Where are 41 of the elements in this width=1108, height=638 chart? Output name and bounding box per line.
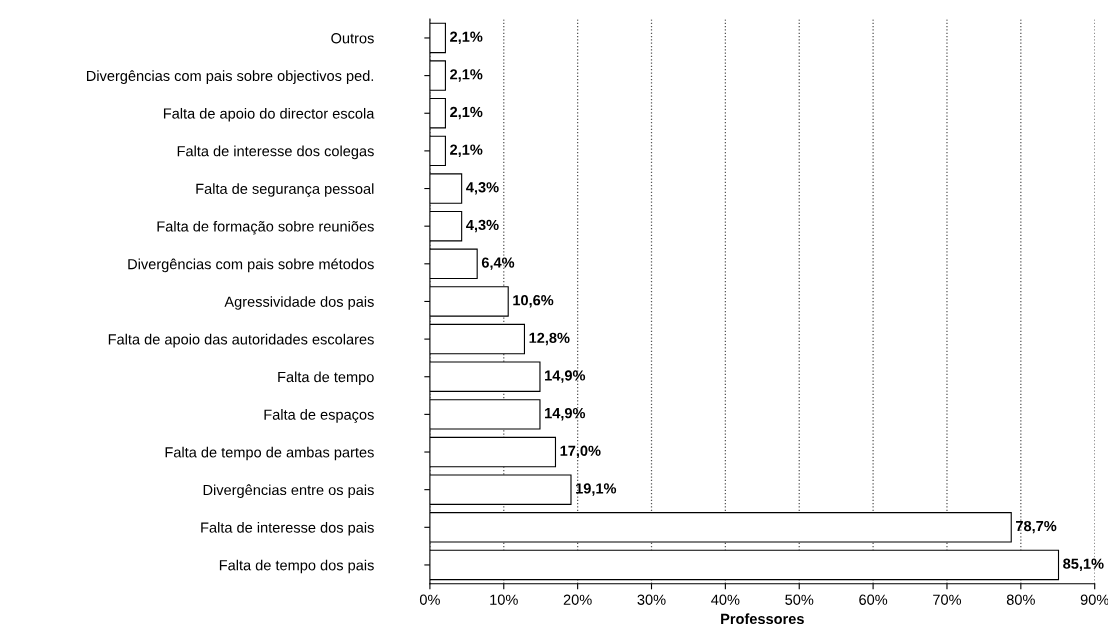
x-tick-label: 10% bbox=[490, 594, 518, 605]
y-tick-label: Falta de tempo dos pais bbox=[219, 559, 374, 574]
y-tick-label: Divergências entre os pais bbox=[203, 484, 374, 498]
x-axis-title: Professores bbox=[721, 613, 804, 625]
x-tick-label: 90% bbox=[1080, 594, 1108, 605]
data-label: 10,6% bbox=[513, 295, 554, 308]
x-tick-label: 40% bbox=[711, 594, 740, 605]
data-label: 85,1% bbox=[1063, 558, 1104, 571]
data-label: 4,3% bbox=[466, 219, 499, 233]
data-label: 6,4% bbox=[481, 257, 515, 270]
data-label: 4,3% bbox=[466, 182, 499, 195]
data-label: 14,9% bbox=[545, 370, 586, 383]
x-tick-label: 50% bbox=[785, 594, 814, 605]
y-tick-label: Falta de tempo de ambas partes bbox=[165, 446, 374, 461]
y-tick-label: Divergências com pais sobre métodos bbox=[128, 258, 374, 273]
y-tick-label: Falta de interesse dos colegas bbox=[177, 145, 374, 160]
data-label: 2,1% bbox=[450, 144, 483, 157]
x-tick-label: 0% bbox=[419, 594, 440, 605]
x-tick-label: 70% bbox=[933, 594, 962, 605]
x-tick-label: 60% bbox=[859, 594, 888, 605]
y-tick-label: Falta de formação sobre reuniões bbox=[157, 220, 374, 235]
y-tick-label: Falta de segurança pessoal bbox=[196, 183, 374, 197]
data-label: 12,8% bbox=[529, 332, 570, 346]
y-tick-label: Agressividade dos pais bbox=[224, 296, 374, 310]
data-label: 2,1% bbox=[450, 69, 483, 82]
x-tick-label: 30% bbox=[637, 594, 666, 605]
data-label: 2,1% bbox=[450, 31, 483, 44]
data-label: 78,7% bbox=[1016, 520, 1057, 534]
y-tick-label: Falta de tempo bbox=[278, 371, 374, 386]
y-tick-label: Falta de espaços bbox=[264, 409, 374, 423]
data-label: 14,9% bbox=[545, 407, 586, 421]
data-label: 19,1% bbox=[576, 483, 617, 496]
y-tick-label: Outros bbox=[331, 33, 374, 44]
y-tick-label: Falta de interesse dos pais bbox=[201, 522, 374, 536]
data-label: 2,1% bbox=[450, 106, 483, 120]
y-tick-label: Falta de apoio das autoridades escolares bbox=[108, 333, 374, 348]
data-label: 17,0% bbox=[560, 445, 601, 459]
y-tick-label: Falta de apoio do director escola bbox=[163, 107, 375, 122]
x-tick-label: 80% bbox=[1006, 594, 1035, 605]
y-tick-label: Divergências com pais sobre objectivos ped. bbox=[86, 70, 374, 84]
x-tick-label: 20% bbox=[563, 594, 592, 605]
